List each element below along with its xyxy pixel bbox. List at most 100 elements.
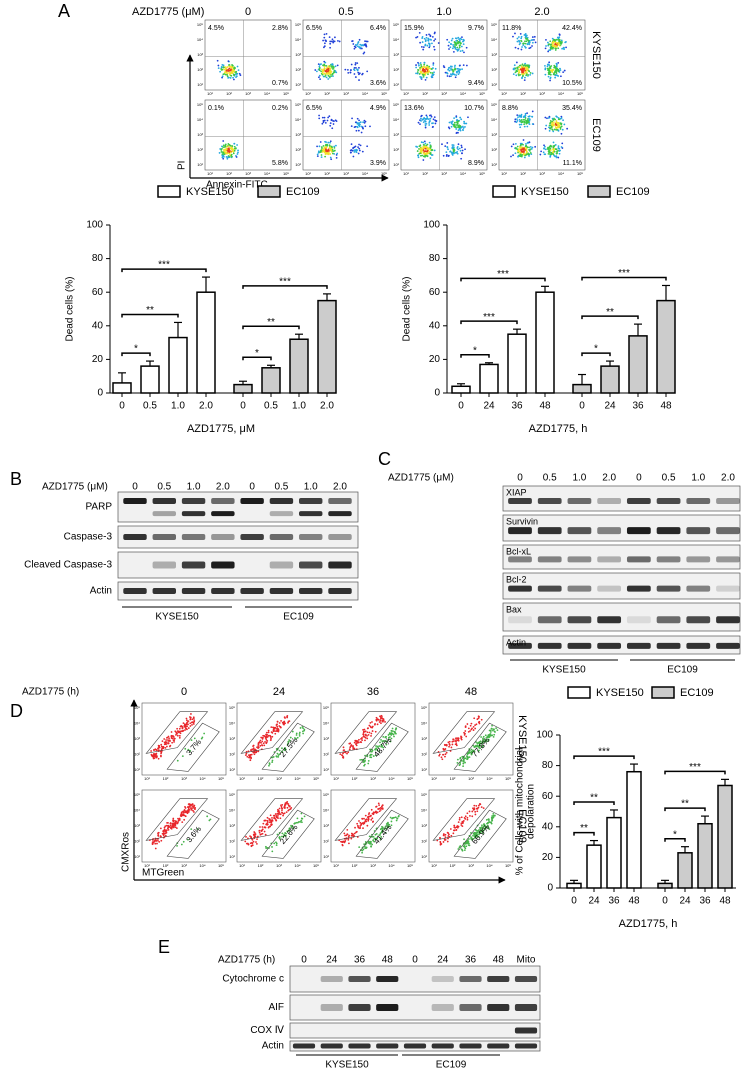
flow-dot xyxy=(481,742,483,745)
flow-dot xyxy=(346,68,349,71)
y-tick-label: 80 xyxy=(542,760,554,771)
treatment-label: AZD1775 (h) xyxy=(22,687,79,698)
flow-dot xyxy=(520,35,523,38)
lane-label: 2.0 xyxy=(721,473,735,484)
flow-dot xyxy=(230,74,233,77)
lane-label: 2.0 xyxy=(602,473,616,484)
flow-dot xyxy=(317,76,320,79)
flow-tick-label: 10⁵ xyxy=(479,171,485,176)
flow-dot xyxy=(453,150,455,153)
axis-label: Annexin-FITC xyxy=(206,180,268,191)
flow-dot xyxy=(256,838,258,840)
flow-dot xyxy=(549,147,552,150)
flow-dot xyxy=(298,733,301,735)
blot-band xyxy=(537,642,562,649)
flow-dot xyxy=(167,742,170,745)
flow-dot xyxy=(329,46,332,49)
flow-dot xyxy=(165,741,168,744)
blot-band xyxy=(328,511,352,517)
legend-label: EC109 xyxy=(616,186,650,198)
flow-dot xyxy=(233,70,235,73)
blot-band xyxy=(123,534,147,540)
flow-dot xyxy=(517,47,520,50)
axis-label: CMXRos xyxy=(121,832,132,872)
flow-dot xyxy=(233,145,236,148)
flow-tick-label: 10² xyxy=(295,67,301,72)
flow-dot xyxy=(547,117,550,119)
flow-dot xyxy=(362,827,364,830)
flow-dot xyxy=(417,69,420,72)
flow-dot xyxy=(331,66,333,69)
flow-dot xyxy=(451,154,454,156)
flow-dot xyxy=(426,117,429,120)
flow-dot xyxy=(192,721,195,724)
flow-tick-label: 10³ xyxy=(295,52,301,57)
axis-label: MTGreen xyxy=(142,868,184,879)
flow-tick-label: 10² xyxy=(134,839,140,844)
flow-dot xyxy=(517,148,520,151)
flow-dot xyxy=(554,74,557,77)
flow-dot xyxy=(459,763,462,766)
flow-dot xyxy=(459,845,462,847)
flow-dot xyxy=(464,815,467,818)
flow-dot xyxy=(270,726,273,729)
flow-dot xyxy=(318,63,321,66)
flow-dot xyxy=(321,72,324,74)
flow-tick-label: 10² xyxy=(226,91,232,96)
flow-dot xyxy=(346,752,348,755)
flow-dot xyxy=(435,120,438,122)
flow-dot xyxy=(261,744,263,746)
flow-dot xyxy=(429,145,432,148)
flow-dot xyxy=(428,46,431,49)
flow-dot xyxy=(364,814,367,817)
flow-dot xyxy=(563,48,565,51)
flow-dot xyxy=(441,143,443,146)
flow-dot xyxy=(552,141,555,144)
flow-dot xyxy=(172,736,175,738)
flow-dot xyxy=(331,152,334,155)
flow-dot xyxy=(298,734,301,737)
flow-dot xyxy=(329,147,332,150)
quadrant-value: 8.8% xyxy=(502,105,518,112)
flow-dot xyxy=(291,730,294,733)
flow-dot xyxy=(423,37,426,40)
flow-dot xyxy=(448,745,450,748)
flow-dot xyxy=(555,155,558,158)
flow-dot xyxy=(558,40,561,43)
flow-dot xyxy=(480,826,483,829)
flow-dot xyxy=(385,735,388,738)
flow-dot xyxy=(381,740,384,743)
flow-dot xyxy=(424,155,426,158)
flow-dot xyxy=(423,144,425,146)
flow-tick-label: 10¹ xyxy=(403,91,409,96)
flow-dot xyxy=(248,754,251,757)
flow-dot xyxy=(324,148,327,151)
flow-dot xyxy=(557,118,560,121)
flow-dot xyxy=(237,151,239,154)
flow-dot xyxy=(494,731,496,733)
flow-dot xyxy=(544,148,547,151)
flow-dot xyxy=(358,143,360,146)
quadrant-value: 0.2% xyxy=(272,105,288,112)
flow-dot xyxy=(459,149,462,152)
flow-dot xyxy=(393,735,395,738)
blot-band xyxy=(269,498,294,504)
flow-dot xyxy=(522,42,525,45)
flow-dot xyxy=(269,735,272,737)
flow-tick-label: 10⁴ xyxy=(558,91,564,96)
flow-dot xyxy=(491,815,494,817)
significance-bracket xyxy=(581,315,639,320)
flow-dot xyxy=(352,155,355,158)
flow-dot xyxy=(475,829,478,832)
flow-dot xyxy=(166,736,169,739)
flow-dot xyxy=(155,755,158,758)
flow-dot xyxy=(557,70,560,73)
flow-dot xyxy=(165,743,167,746)
flow-dot xyxy=(458,38,461,41)
flow-plot-frame xyxy=(204,99,292,171)
flow-dot xyxy=(463,846,466,849)
flow-dot xyxy=(189,749,191,752)
flow-dot xyxy=(526,69,529,71)
flow-dot xyxy=(356,43,359,46)
flow-dot xyxy=(184,729,186,731)
